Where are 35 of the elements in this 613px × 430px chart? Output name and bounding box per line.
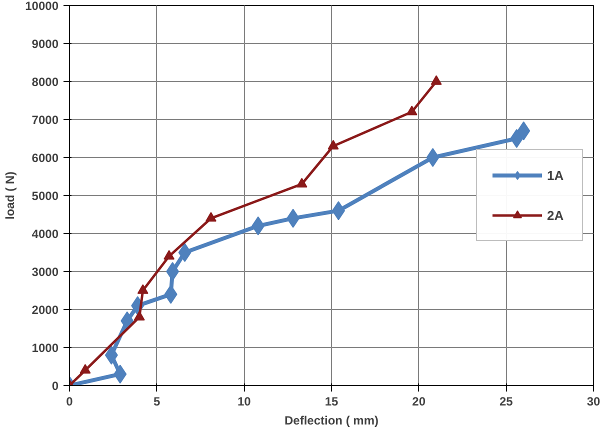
x-tick-label: 0 <box>66 394 74 408</box>
y-tick-label: 10000 <box>25 0 59 13</box>
y-tick-label: 5000 <box>32 189 59 203</box>
x-axis-title: Deflection ( mm) <box>284 414 379 428</box>
y-tick-label: 8000 <box>32 75 59 89</box>
y-tick-label: 6000 <box>32 151 59 165</box>
x-tick-label: 10 <box>237 394 252 408</box>
point <box>164 250 175 260</box>
point <box>166 262 180 281</box>
point <box>296 178 308 188</box>
point <box>205 212 216 222</box>
point <box>430 75 442 85</box>
x-tick-label: 15 <box>324 394 338 408</box>
point <box>510 129 524 148</box>
y-tick-label: 2000 <box>32 303 59 317</box>
y-tick-label: 1000 <box>32 341 59 355</box>
x-tick-label: 5 <box>153 394 160 408</box>
point <box>178 243 192 262</box>
point <box>406 106 418 116</box>
point <box>328 140 339 150</box>
y-tick-label: 3000 <box>32 265 59 279</box>
point <box>134 310 145 320</box>
x-tick-label: 30 <box>586 394 600 408</box>
y-tick-label: 9000 <box>32 37 59 51</box>
legend-label: 2A <box>547 208 565 222</box>
x-tick-label: 20 <box>412 394 426 408</box>
x-tick-label: 25 <box>499 394 514 408</box>
point <box>426 148 440 167</box>
legend-label: 1A <box>547 168 565 182</box>
y-tick-label: 0 <box>52 379 59 393</box>
point <box>137 284 148 294</box>
y-tick-label: 7000 <box>32 113 59 127</box>
y-tick-label: 4000 <box>32 227 59 241</box>
y-axis-title: load ( N) <box>3 171 18 220</box>
point <box>80 364 91 374</box>
